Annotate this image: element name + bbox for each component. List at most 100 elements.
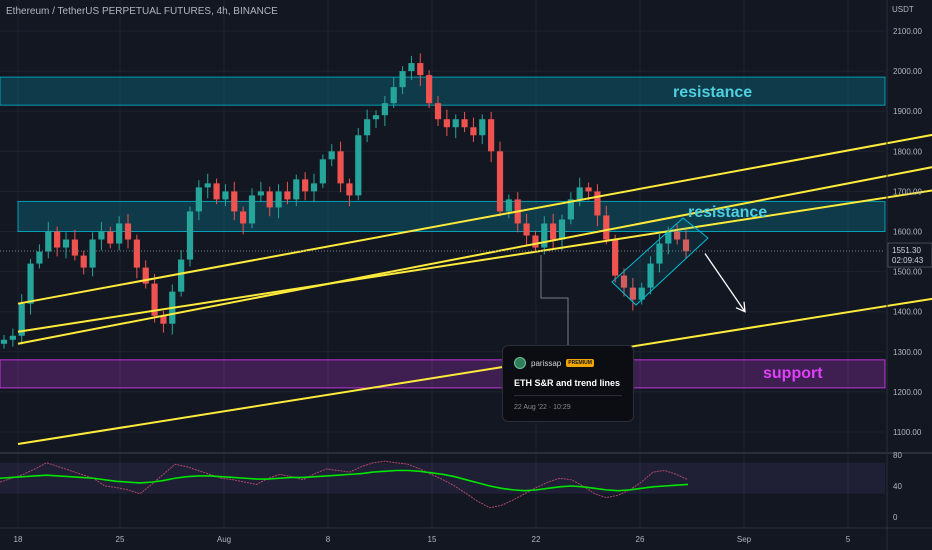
x-tick-label: 25 [116, 535, 125, 544]
author-avatar[interactable] [514, 357, 526, 369]
candle-body [257, 191, 264, 196]
x-tick-label: 18 [14, 535, 23, 544]
trend-line [17, 133, 932, 305]
idea-card[interactable]: parissap PREMIUM ETH S&R and trend lines… [502, 345, 634, 422]
x-tick-label: Aug [217, 535, 231, 544]
rsi-y-tick-label: 40 [893, 482, 902, 491]
card-divider [514, 395, 622, 396]
candle-body [107, 231, 114, 244]
candle-body [496, 151, 504, 212]
candle-body [558, 219, 566, 240]
rsi-y-tick-label: 0 [893, 513, 898, 522]
symbol-title: Ethereum / TetherUS PERPETUAL FUTURES, 4… [6, 6, 278, 17]
idea-date: 22 Aug '22 · 10:29 [514, 404, 571, 411]
premium-badge: PREMIUM [566, 359, 594, 367]
candle-body [461, 119, 468, 128]
y-tick-label: 1500.00 [893, 268, 922, 277]
price-channel [611, 217, 709, 306]
candle-body [470, 127, 477, 136]
candle-body [328, 151, 335, 160]
candle-body [550, 223, 557, 240]
candle-body [452, 119, 459, 128]
candle-body [36, 251, 43, 264]
candle-body [532, 235, 539, 248]
candle-body [434, 103, 442, 120]
author-name[interactable]: parissap [531, 358, 562, 368]
candle-body [399, 71, 406, 88]
candle-body [27, 263, 34, 304]
rsi-y-tick-label: 80 [893, 451, 902, 460]
candle-body [284, 191, 291, 200]
y-tick-label: 1700.00 [893, 187, 922, 196]
y-tick-label: 1100.00 [893, 428, 922, 437]
candle-body [488, 119, 495, 152]
x-tick-label: 5 [846, 535, 851, 544]
candle-body [240, 211, 247, 224]
y-tick-label: 1300.00 [893, 348, 922, 357]
candle-body [541, 223, 548, 248]
rsi-band [0, 462, 885, 494]
candle-body [89, 239, 96, 268]
x-tick-label: 8 [326, 535, 331, 544]
projection-arrow [704, 253, 746, 313]
candle-body [222, 191, 229, 200]
last-price-badge [887, 242, 932, 268]
currency-label: USDT [892, 5, 914, 14]
candle-body [585, 187, 592, 192]
candle-body [319, 159, 326, 184]
candle-body [195, 187, 202, 212]
zone-resistance [0, 76, 886, 106]
candle-countdown: 02:09:43 [892, 256, 924, 265]
candle-body [142, 267, 149, 284]
candle-body [275, 191, 282, 208]
candle-body [213, 183, 220, 200]
candle-body [576, 187, 583, 200]
candle-body [638, 287, 645, 300]
rsi-ma-line [0, 469, 689, 492]
candle-body [151, 283, 158, 316]
y-tick-label: 1600.00 [893, 228, 922, 237]
candle-body [186, 211, 194, 260]
zone-resistance [17, 200, 886, 233]
y-tick-label: 1200.00 [893, 388, 922, 397]
candle-body [620, 275, 628, 288]
candle-body [426, 75, 433, 104]
idea-pointer-line [540, 255, 569, 345]
x-tick-label: 15 [428, 535, 437, 544]
y-tick-label: 1800.00 [893, 147, 922, 156]
candle-body [133, 239, 140, 268]
candle-body [479, 119, 486, 136]
candle-body [98, 231, 105, 240]
candle-body [408, 63, 415, 72]
candle-body [665, 231, 672, 244]
candle-body [647, 263, 654, 288]
x-tick-label: Sep [737, 535, 752, 544]
candle-body [381, 103, 388, 116]
candle-body [612, 239, 619, 276]
candle-body [124, 223, 132, 240]
candle-body [372, 115, 380, 120]
candle-body [80, 255, 87, 268]
candle-body [0, 339, 8, 344]
y-tick-label: 2100.00 [893, 27, 922, 36]
idea-title[interactable]: ETH S&R and trend lines [514, 378, 621, 388]
candle-body [116, 223, 123, 244]
y-tick-label: 1400.00 [893, 308, 922, 317]
y-tick-label: 2000.00 [893, 67, 922, 76]
candle-body [18, 303, 25, 336]
candle-body [178, 259, 185, 292]
candle-body [302, 179, 309, 192]
candle-body [71, 239, 78, 256]
candle-body [248, 195, 256, 224]
last-price-label: 1551.30 [892, 246, 921, 255]
x-tick-label: 22 [532, 535, 541, 544]
candle-body [364, 119, 371, 136]
projection-arrowhead [735, 301, 746, 313]
candle-body [523, 223, 530, 236]
trend-line [17, 297, 932, 446]
candle-body [266, 191, 273, 208]
candle-body [603, 215, 610, 240]
candle-body [293, 179, 300, 200]
candle-body [567, 199, 574, 220]
